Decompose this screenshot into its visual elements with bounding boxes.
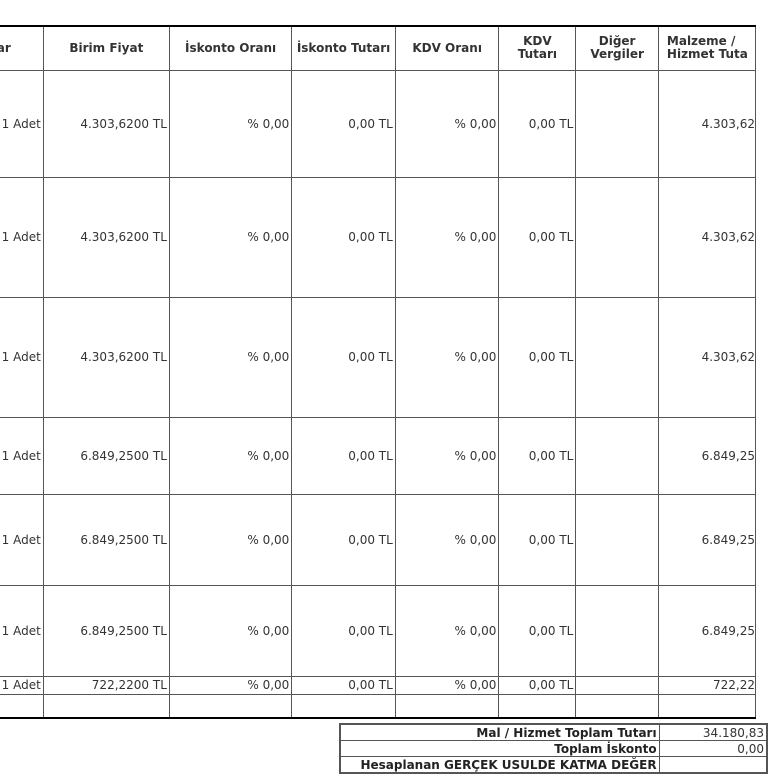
table-header-row: tar Birim Fiyat İskonto Oranı İskonto Tu… (0, 25, 757, 71)
cell-unit-price (42, 693, 170, 719)
cell-discount-amount: 0,00 TL (291, 69, 396, 178)
header-other-taxes: Diğer Vergiler (575, 25, 659, 71)
cell-vat-amount (498, 693, 577, 719)
cell-unit-price: 6.849,2500 TL (42, 584, 170, 677)
table-row: 1 Adet 4.303,6200 TL % 0,00 0,00 TL % 0,… (0, 296, 757, 418)
cell-vat-rate: % 0,00 (394, 584, 500, 677)
totals-value: 0,00 (658, 740, 768, 757)
cell-vat-amount: 0,00 TL (498, 296, 577, 418)
cell-line-total: 6.849,25 (657, 584, 757, 677)
table-row: 1 Adet 4.303,6200 TL % 0,00 0,00 TL % 0,… (0, 69, 757, 178)
cell-line-total: 4.303,62 (657, 176, 757, 298)
cell-quantity: 1 Adet (0, 176, 44, 298)
totals-label: Mal / Hizmet Toplam Tutarı (339, 723, 660, 741)
cell-vat-rate: % 0,00 (394, 176, 500, 298)
header-unit-price: Birim Fiyat (42, 25, 170, 71)
cell-line-total: 6.849,25 (657, 493, 757, 586)
header-vat-amount: KDV Tutarı (498, 25, 577, 71)
cell-line-total: 4.303,62 (657, 69, 757, 178)
cell-vat-rate (394, 693, 500, 719)
cell-unit-price: 4.303,6200 TL (42, 296, 170, 418)
header-discount-rate: İskonto Oranı (168, 25, 293, 71)
cell-line-total: 6.849,25 (657, 416, 757, 495)
cell-vat-amount: 0,00 TL (498, 493, 577, 586)
cell-vat-amount: 0,00 TL (498, 675, 577, 695)
cell-discount-rate: % 0,00 (168, 675, 293, 695)
table-row: 1 Adet 6.849,2500 TL % 0,00 0,00 TL % 0,… (0, 493, 757, 586)
cell-discount-amount: 0,00 TL (291, 493, 396, 586)
header-quantity: tar (0, 25, 44, 71)
table-row: 1 Adet 722,2200 TL % 0,00 0,00 TL % 0,00… (0, 675, 757, 695)
cell-unit-price: 6.849,2500 TL (42, 416, 170, 495)
cell-other-taxes (575, 493, 659, 586)
cell-vat-amount: 0,00 TL (498, 176, 577, 298)
cell-discount-amount: 0,00 TL (291, 416, 396, 495)
cell-other-taxes (575, 416, 659, 495)
table-row (0, 693, 757, 719)
cell-quantity: 1 Adet (0, 69, 44, 178)
cell-line-total: 4.303,62 (657, 296, 757, 418)
cell-quantity: 1 Adet (0, 675, 44, 695)
cell-unit-price: 4.303,6200 TL (42, 176, 170, 298)
cell-quantity (0, 693, 44, 719)
totals-label: Hesaplanan GERÇEK USULDE KATMA DEĞER (339, 756, 660, 774)
cell-other-taxes (575, 584, 659, 677)
cell-quantity: 1 Adet (0, 584, 44, 677)
cell-quantity: 1 Adet (0, 296, 44, 418)
table-row: 1 Adet 6.849,2500 TL % 0,00 0,00 TL % 0,… (0, 416, 757, 495)
cell-other-taxes (575, 176, 659, 298)
totals-label: Toplam İskonto (339, 740, 660, 757)
header-vat-rate: KDV Oranı (394, 25, 500, 71)
cell-discount-rate: % 0,00 (168, 416, 293, 495)
cell-discount-amount: 0,00 TL (291, 675, 396, 695)
cell-unit-price: 6.849,2500 TL (42, 493, 170, 586)
cell-line-total: 722,22 (657, 675, 757, 695)
table-row: 1 Adet 6.849,2500 TL % 0,00 0,00 TL % 0,… (0, 584, 757, 677)
totals-row: Mal / Hizmet Toplam Tutarı 34.180,83 (339, 723, 768, 741)
cell-vat-rate: % 0,00 (394, 296, 500, 418)
cell-unit-price: 722,2200 TL (42, 675, 170, 695)
totals-value: 34.180,83 (658, 723, 768, 741)
cell-discount-amount: 0,00 TL (291, 296, 396, 418)
cell-unit-price: 4.303,6200 TL (42, 69, 170, 178)
cell-other-taxes (575, 675, 659, 695)
totals-row: Toplam İskonto 0,00 (339, 740, 768, 757)
cell-discount-amount (291, 693, 396, 719)
cell-vat-rate: % 0,00 (394, 69, 500, 178)
invoice-line-items-table: tar Birim Fiyat İskonto Oranı İskonto Tu… (0, 25, 757, 719)
cell-vat-amount: 0,00 TL (498, 69, 577, 178)
cell-discount-amount: 0,00 TL (291, 176, 396, 298)
cell-discount-rate: % 0,00 (168, 176, 293, 298)
cell-discount-rate: % 0,00 (168, 69, 293, 178)
cell-vat-rate: % 0,00 (394, 675, 500, 695)
invoice-totals-table: Mal / Hizmet Toplam Tutarı 34.180,83 Top… (339, 723, 768, 774)
cell-quantity: 1 Adet (0, 493, 44, 586)
totals-row: Hesaplanan GERÇEK USULDE KATMA DEĞER (339, 756, 768, 774)
cell-other-taxes (575, 693, 659, 719)
cell-other-taxes (575, 296, 659, 418)
cell-discount-rate (168, 693, 293, 719)
cell-discount-rate: % 0,00 (168, 296, 293, 418)
header-discount-amount: İskonto Tutarı (291, 25, 396, 71)
cell-discount-rate: % 0,00 (168, 584, 293, 677)
cell-line-total (657, 693, 757, 719)
cell-quantity: 1 Adet (0, 416, 44, 495)
cell-vat-amount: 0,00 TL (498, 584, 577, 677)
totals-value (658, 756, 768, 774)
cell-discount-rate: % 0,00 (168, 493, 293, 586)
cell-other-taxes (575, 69, 659, 178)
cell-vat-rate: % 0,00 (394, 416, 500, 495)
cell-discount-amount: 0,00 TL (291, 584, 396, 677)
cell-vat-amount: 0,00 TL (498, 416, 577, 495)
table-row: 1 Adet 4.303,6200 TL % 0,00 0,00 TL % 0,… (0, 176, 757, 298)
cell-vat-rate: % 0,00 (394, 493, 500, 586)
header-line-total: Malzeme / Hizmet Tuta (657, 25, 757, 71)
